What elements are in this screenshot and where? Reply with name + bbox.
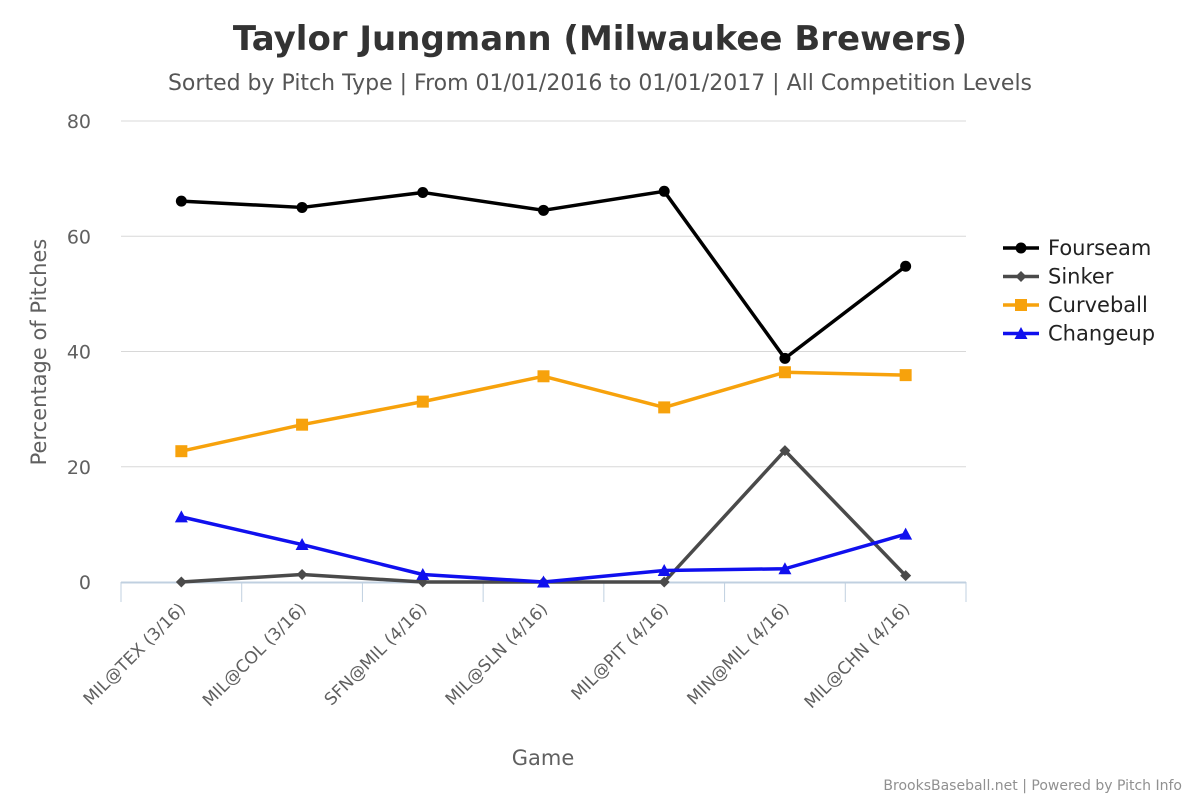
data-point-fourseam — [779, 352, 791, 364]
data-point-curveball — [899, 369, 912, 382]
x-tick-label: MIL@COL (3/16) — [199, 599, 311, 711]
legend-marker — [1015, 271, 1027, 282]
data-point-sinker — [658, 576, 670, 588]
series-fourseam — [175, 185, 912, 364]
series-line-curveball — [180, 370, 906, 453]
data-point-sinker — [900, 570, 912, 582]
y-axis: 0 20 40 60 80 — [67, 111, 91, 594]
data-point-sinker — [175, 576, 187, 588]
y-axis-title: Percentage of Pitches — [27, 239, 51, 466]
series-line-fourseam — [181, 189, 907, 361]
series-group — [174, 185, 913, 588]
y-tick-label: 40 — [67, 342, 91, 364]
chart-subtitle: Sorted by Pitch Type | From 01/01/2016 t… — [168, 71, 1032, 96]
series-line-changeup — [180, 515, 907, 584]
data-point-curveball — [175, 445, 188, 458]
legend-item-curveball[interactable]: Curveball — [1003, 293, 1148, 317]
data-point-curveball — [296, 418, 309, 431]
y-tick-label: 0 — [79, 572, 91, 594]
data-point-changeup — [174, 510, 188, 523]
data-point-changeup — [295, 538, 309, 551]
data-point-changeup — [657, 563, 671, 576]
data-point-fourseam — [175, 195, 187, 207]
data-point-fourseam — [658, 185, 670, 197]
data-point-fourseam — [538, 204, 549, 216]
data-point-curveball — [778, 366, 791, 379]
legend: Fourseam Sinker Curveball Changeup — [1003, 236, 1155, 346]
data-point-curveball — [416, 395, 429, 408]
chart-title: Taylor Jungmann (Milwaukee Brewers) — [233, 19, 967, 59]
x-tick-label: MIL@CHN (4/16) — [801, 599, 914, 712]
data-point-changeup — [416, 568, 430, 581]
credits[interactable]: BrooksBaseball.net | Powered by Pitch In… — [883, 778, 1182, 794]
series-curveball — [175, 366, 912, 458]
data-point-changeup — [899, 527, 913, 540]
legend-item-fourseam[interactable]: Fourseam — [1003, 236, 1151, 260]
x-axis: MIL@TEX (3/16) MIL@COL (3/16) SFN@MIL (4/1… — [80, 581, 967, 713]
x-tick-label: SFN@MIL (4/16) — [321, 599, 432, 710]
data-point-changeup — [778, 562, 792, 575]
legend-marker — [1014, 327, 1028, 339]
legend-item-sinker[interactable]: Sinker — [1003, 265, 1114, 289]
y-tick-label: 80 — [67, 111, 91, 133]
x-tick-label: MIL@SLN (4/16) — [442, 599, 552, 709]
data-point-changeup — [537, 575, 550, 588]
legend-label: Fourseam — [1048, 236, 1151, 260]
y-tick-label: 60 — [67, 226, 91, 248]
data-point-sinker — [779, 445, 791, 457]
grid — [121, 120, 966, 583]
legend-marker — [1015, 242, 1027, 254]
data-point-sinker — [296, 569, 308, 581]
y-tick-label: 20 — [67, 457, 91, 479]
x-tick-label: MIL@PIT (4/16) — [568, 599, 673, 704]
data-point-fourseam — [900, 260, 912, 272]
legend-label: Sinker — [1048, 265, 1114, 289]
series-line-sinker — [181, 448, 907, 584]
legend-label: Curveball — [1048, 293, 1148, 317]
data-point-fourseam — [296, 201, 308, 213]
series-changeup — [174, 510, 913, 588]
x-axis-title: Game — [512, 746, 575, 770]
legend-item-changeup[interactable]: Changeup — [1003, 322, 1155, 346]
data-point-curveball — [537, 370, 550, 383]
legend-marker — [1015, 299, 1027, 311]
x-tick-label: MIL@TEX (3/16) — [80, 599, 190, 709]
data-point-fourseam — [417, 186, 429, 198]
data-point-curveball — [658, 401, 671, 414]
x-tick-label: MIN@MIL (4/16) — [684, 599, 794, 709]
legend-label: Changeup — [1048, 322, 1155, 346]
